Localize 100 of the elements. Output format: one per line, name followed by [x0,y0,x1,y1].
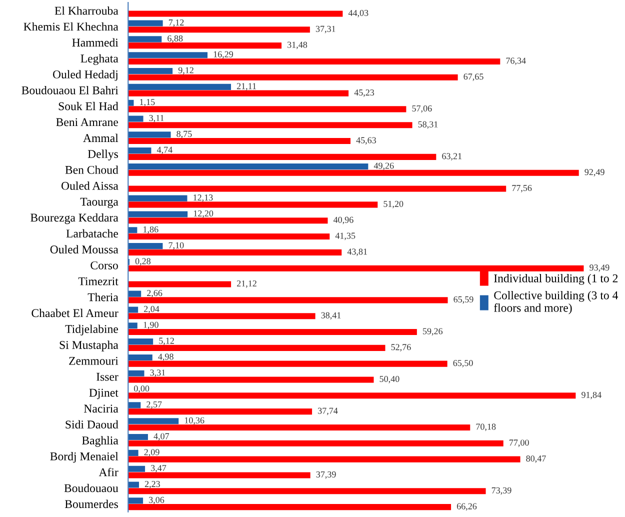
bar [128,132,171,138]
data-label: 2,09 [144,449,160,457]
data-label: 2,04 [144,306,160,314]
bar [128,20,163,26]
data-label: 7,12 [168,19,184,27]
data-label: 41,35 [335,232,356,240]
bar [128,211,188,218]
bar [128,456,520,462]
y-tick-label: Boudouaou El Bahri [22,86,118,94]
bar [128,322,138,329]
bar [128,42,282,49]
bar [128,154,436,160]
data-label: 3,11 [149,114,164,122]
bar [128,116,144,122]
bar [128,10,343,17]
y-tick-label: Theria [88,292,118,302]
data-label: 2,23 [144,480,160,488]
y-tick-label: Boumerdes [64,500,118,508]
data-label: 66,26 [456,503,477,511]
bar [128,424,470,431]
data-label: 63,21 [442,153,462,161]
bar [128,249,342,256]
bar [128,306,138,313]
legend-label: Collective building (3 to 4 floors and more) [494,291,618,314]
data-label: 21,11 [236,83,256,90]
y-tick-label: Corso [90,261,118,270]
data-label: 51,20 [384,200,404,208]
bar [128,58,500,64]
y-tick-label: Souk El Had [58,102,118,110]
data-label: 52,76 [391,344,411,352]
bar [128,498,144,504]
data-label: 65,50 [453,360,473,368]
bar [128,297,448,304]
y-tick-label: Zemmouri [69,356,118,365]
bar [128,328,417,336]
data-label: 4,07 [154,433,170,441]
data-label: 73,39 [492,487,512,495]
y-tick-label: Ouled Aissa [62,182,118,190]
y-tick-label: Ben Choud [65,166,118,174]
data-label: 45,63 [356,137,376,145]
y-tick-label: Beni Amrane [56,118,118,126]
legend-label: Individual building (1 to 2 [494,274,618,285]
bar [128,434,148,440]
y-tick-label: Djinet [89,388,118,400]
bar [128,122,412,128]
bar [128,338,154,345]
y-tick-label: Afir [98,468,118,476]
bar [128,466,146,472]
bar [128,233,330,240]
data-label: 2,66 [147,290,162,298]
bar [128,52,208,58]
bar [128,408,312,415]
data-label: 0,28 [135,258,150,266]
data-label: 93,49 [590,264,610,272]
bar [128,74,458,80]
data-label: 4,98 [158,354,174,362]
data-label: 38,41 [321,312,341,320]
bar [128,138,350,144]
data-label: 58,31 [418,121,438,129]
bar [128,402,141,408]
bar [128,354,152,360]
data-label: 2,57 [146,401,162,409]
y-tick-label: Chaabet El Ameur [32,308,118,318]
data-label: 37,31 [316,26,336,34]
bar [128,186,506,192]
y-tick-label: Tidjelabine [65,324,118,336]
y-tick-label: Leghata [80,54,118,65]
data-label: 4,74 [156,146,172,154]
data-label: 67,65 [464,74,484,81]
bar [128,450,138,456]
y-tick-label: Bourezga Keddara [30,213,118,224]
bar [128,281,232,288]
bar [128,90,349,96]
bar [128,418,179,424]
y-tick-label: Naciria [84,404,118,413]
bar [128,84,231,90]
bar [128,376,374,383]
data-label: 76,34 [506,58,526,66]
data-label: 50,40 [380,376,400,384]
data-label: 1,86 [144,226,158,234]
y-tick-label: El Kharrouba [54,6,118,15]
data-label: 77,56 [512,184,532,192]
data-label: 91,84 [582,392,602,400]
data-label: 45,23 [354,89,374,97]
data-label: 31,48 [288,42,308,50]
bar [128,36,162,42]
bar [128,392,576,399]
data-label: 57,06 [412,105,432,113]
data-label: 3,47 [151,465,166,472]
bar [128,370,144,376]
y-tick-label: Hammedi [72,38,118,47]
y-tick-label: Boudouaou [64,484,118,492]
y-tick-label: Ammal [83,134,118,142]
bar [128,106,406,112]
bar [128,218,328,224]
y-tick-label: Larbatache [66,229,118,238]
data-label: 70,18 [476,424,496,432]
data-label: 5,12 [159,338,174,346]
bar [128,170,579,176]
data-label: 44,03 [348,10,368,18]
